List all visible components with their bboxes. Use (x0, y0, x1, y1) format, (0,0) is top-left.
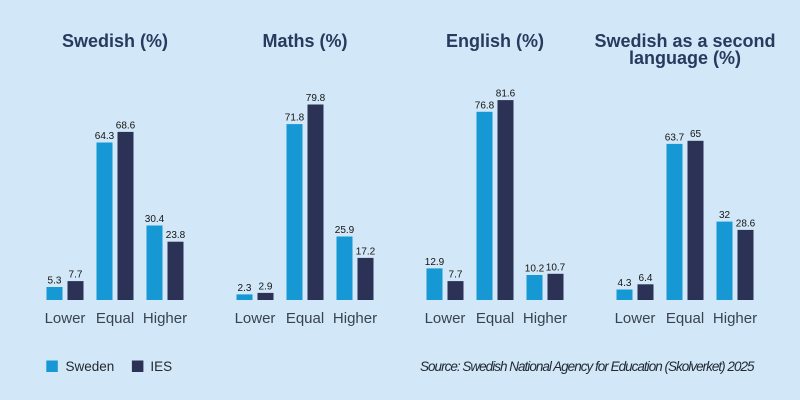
svg-text:10.2: 10.2 (525, 264, 545, 275)
svg-text:2.9: 2.9 (259, 281, 273, 292)
svg-text:Maths (%): Maths (%) (263, 31, 348, 51)
svg-text:Lower: Lower (235, 310, 276, 327)
svg-text:Equal: Equal (96, 310, 134, 327)
svg-text:Higher: Higher (523, 310, 567, 327)
svg-text:Swedish as a second: Swedish as a second (594, 31, 775, 51)
svg-text:Higher: Higher (713, 310, 757, 327)
svg-text:25.9: 25.9 (335, 225, 355, 236)
svg-text:IES: IES (150, 359, 172, 374)
svg-text:64.3: 64.3 (95, 131, 115, 142)
svg-text:23.8: 23.8 (166, 230, 186, 241)
svg-text:4.3: 4.3 (618, 278, 632, 289)
svg-text:79.8: 79.8 (306, 93, 326, 104)
svg-text:Lower: Lower (615, 310, 656, 327)
svg-text:language (%): language (%) (629, 48, 741, 68)
svg-text:28.6: 28.6 (736, 218, 756, 229)
svg-text:Swedish (%): Swedish (%) (62, 31, 168, 51)
svg-text:Lower: Lower (425, 310, 466, 327)
svg-text:Sweden: Sweden (66, 359, 115, 374)
svg-text:Equal: Equal (476, 310, 514, 327)
svg-text:10.7: 10.7 (546, 262, 566, 273)
svg-text:30.4: 30.4 (145, 214, 165, 225)
svg-text:Equal: Equal (286, 310, 324, 327)
svg-text:Higher: Higher (333, 310, 377, 327)
svg-text:Source: Swedish National Agenc: Source: Swedish National Agency for Educ… (420, 359, 755, 374)
svg-text:6.4: 6.4 (639, 273, 653, 284)
svg-text:81.6: 81.6 (496, 89, 516, 100)
svg-text:63.7: 63.7 (665, 132, 685, 143)
svg-text:32: 32 (719, 210, 731, 221)
svg-text:Equal: Equal (666, 310, 704, 327)
svg-text:68.6: 68.6 (116, 120, 136, 131)
svg-text:Lower: Lower (45, 310, 86, 327)
svg-text:2.3: 2.3 (238, 283, 252, 294)
svg-text:5.3: 5.3 (48, 276, 62, 287)
svg-text:7.7: 7.7 (69, 270, 83, 281)
svg-text:12.9: 12.9 (425, 257, 445, 268)
svg-text:17.2: 17.2 (356, 246, 376, 257)
svg-text:76.8: 76.8 (475, 100, 495, 111)
svg-text:English (%): English (%) (446, 31, 544, 51)
svg-text:7.7: 7.7 (449, 270, 463, 281)
svg-text:71.8: 71.8 (285, 113, 305, 124)
svg-text:65: 65 (690, 129, 702, 140)
svg-text:Higher: Higher (143, 310, 187, 327)
